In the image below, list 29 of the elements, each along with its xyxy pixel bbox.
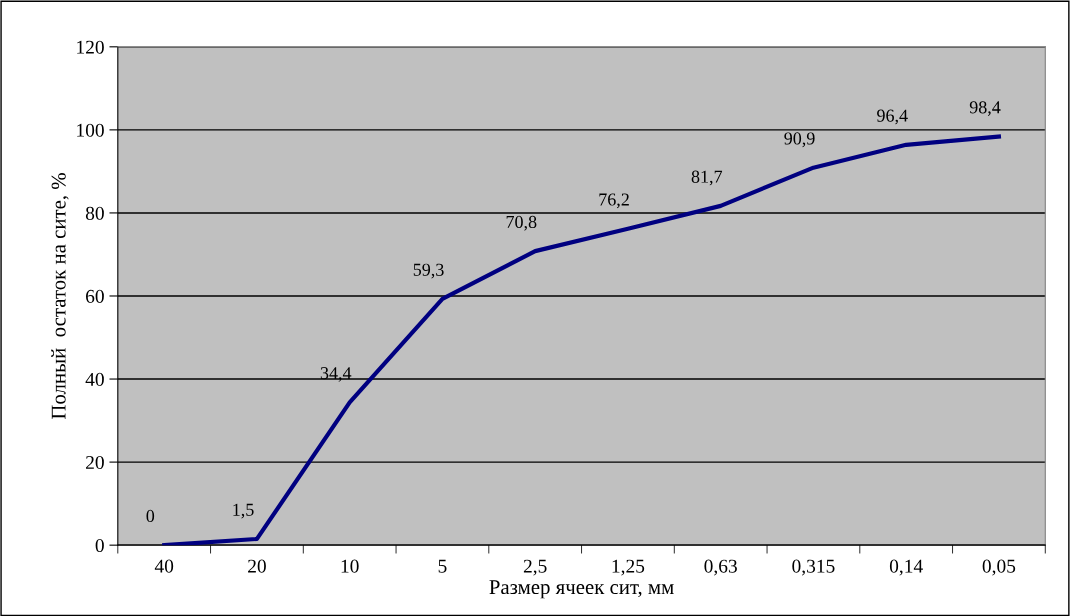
y-tick-label: 40 <box>85 372 104 386</box>
y-tick-label: 120 <box>77 40 104 54</box>
x-tick-label: 40 <box>154 559 174 573</box>
x-axis-title: Размер ячеек сит, мм <box>489 580 674 599</box>
x-tick-label: 0,63 <box>704 559 737 576</box>
y-tick-label: 60 <box>86 289 104 303</box>
x-tick-label: 5 <box>438 559 447 573</box>
y-axis-title: Полный остаток на сите, % <box>51 173 69 419</box>
data-label: 59,3 <box>413 263 444 279</box>
x-tick-label: 20 <box>248 559 266 573</box>
y-tick-label: 20 <box>86 455 104 470</box>
x-tick-label: 0,14 <box>889 559 923 576</box>
data-label: 76,2 <box>599 193 629 209</box>
data-label: 1,5 <box>233 503 254 519</box>
x-tick-label: 0,05 <box>982 559 1016 576</box>
x-tick-label: 0,315 <box>792 559 835 576</box>
x-tick-label: 10 <box>341 559 359 573</box>
data-label: 96,4 <box>877 109 908 125</box>
data-label: 70,8 <box>506 215 537 231</box>
y-tick-label: 0 <box>95 538 104 553</box>
data-label: 0 <box>146 509 155 523</box>
data-label: 90,9 <box>784 132 815 148</box>
data-label: 81,7 <box>691 170 723 186</box>
y-tick-label: 80 <box>85 206 104 220</box>
x-tick-label: 2,5 <box>523 559 547 576</box>
line-series <box>162 134 1002 546</box>
data-label: 98,4 <box>969 101 1001 116</box>
y-tick-label: 100 <box>77 123 104 137</box>
x-tick-label: 1,25 <box>612 559 645 576</box>
